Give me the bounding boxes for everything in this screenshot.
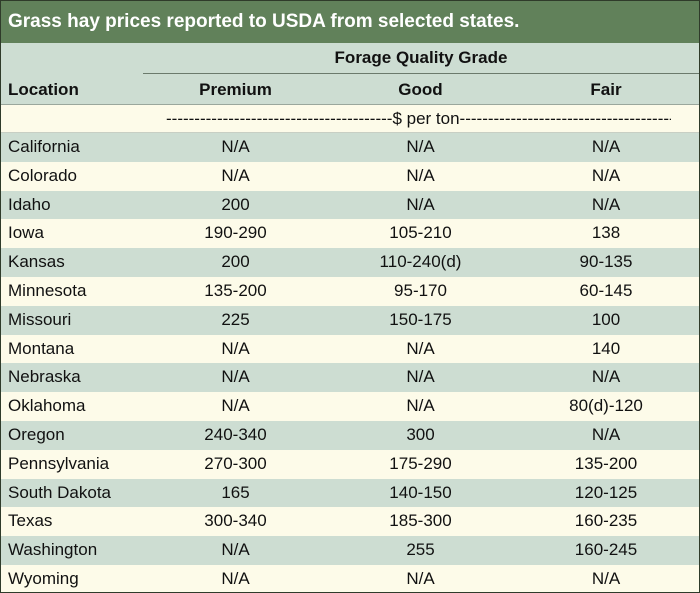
location-cell: Colorado <box>8 165 77 185</box>
fair-cell: 60-145 <box>579 280 633 300</box>
fair-cell: 120-125 <box>574 482 638 502</box>
good-cell: N/A <box>406 367 435 387</box>
table-row: Texas 300-340 185-300 160-235 <box>1 507 699 537</box>
good-cell: 175-290 <box>389 453 452 473</box>
fair-cell: 138 <box>591 223 621 243</box>
table-row: Montana N/A N/A 140 <box>1 334 699 364</box>
table-row: Colorado N/A N/A N/A <box>1 161 699 191</box>
table-row: Oregon 240-340 300 N/A <box>1 420 699 450</box>
premium-cell: 300-340 <box>204 511 267 531</box>
location-cell: Kansas <box>8 252 65 272</box>
fair-cell: 80(d)-120 <box>569 396 643 416</box>
premium-cell: N/A <box>221 165 250 185</box>
location-cell: Nebraska <box>8 367 81 387</box>
good-cell: N/A <box>406 165 435 185</box>
good-cell: 95-170 <box>394 280 447 300</box>
units-row: ----------------------------------------… <box>1 105 699 133</box>
table-row: Missouri 225 150-175 100 <box>1 305 699 335</box>
location-cell: Missouri <box>8 309 72 329</box>
good-cell: N/A <box>406 568 435 588</box>
premium-cell: 200 <box>221 252 250 272</box>
good-cell: N/A <box>406 338 435 358</box>
premium-cell: N/A <box>221 540 250 560</box>
location-cell: South Dakota <box>8 482 112 502</box>
location-column-header: Location <box>8 80 79 99</box>
good-cell: N/A <box>406 194 435 214</box>
premium-cell: 240-340 <box>204 424 267 444</box>
table-row: Nebraska N/A N/A N/A <box>1 363 699 393</box>
good-column-header: Good <box>398 80 443 99</box>
grade-group-header: Forage Quality Grade <box>334 48 508 67</box>
location-cell: Pennsylvania <box>8 453 110 473</box>
fair-cell: N/A <box>591 367 621 387</box>
location-cell: Wyoming <box>8 568 79 588</box>
location-cell: California <box>8 137 80 156</box>
location-cell: Oklahoma <box>8 396 86 416</box>
premium-cell: N/A <box>221 338 250 358</box>
table-body: California N/A N/A N/A Colorado N/A N/A N/A Idah… <box>1 133 699 592</box>
table-row: Pennsylvania 270-300 175-290 135-200 <box>1 449 699 479</box>
fair-cell: N/A <box>591 568 621 588</box>
fair-cell: 160-245 <box>574 540 638 560</box>
good-cell: 110-240(d) <box>379 252 462 272</box>
premium-cell: 200 <box>221 194 250 214</box>
good-cell: 185-300 <box>389 511 452 531</box>
fair-cell: 100 <box>591 309 621 329</box>
fair-cell: 160-235 <box>574 511 638 531</box>
fair-column-header: Fair <box>590 80 622 99</box>
location-cell: Minnesota <box>8 280 87 300</box>
fair-cell: 135-200 <box>574 453 638 473</box>
table-row: Wyoming N/A N/A N/A <box>1 564 699 592</box>
table-header: Forage Quality Grade Location Premium Go… <box>1 43 699 105</box>
good-cell: N/A <box>406 137 435 156</box>
location-cell: Oregon <box>8 424 65 444</box>
good-cell: 300 <box>406 424 435 444</box>
table-row: Iowa 190-290 105-210 138 <box>1 219 699 249</box>
grade-header-rule <box>143 73 699 74</box>
location-cell: Washington <box>8 540 98 560</box>
units-label: ----------------------------------------… <box>166 109 671 128</box>
location-cell: Iowa <box>8 223 44 243</box>
table-title: Grass hay prices reported to USDA from s… <box>1 1 699 43</box>
fair-cell: N/A <box>591 165 621 185</box>
good-cell: 140-150 <box>389 482 452 502</box>
good-cell: 150-175 <box>389 309 452 329</box>
good-cell: N/A <box>406 396 435 416</box>
premium-cell: N/A <box>221 568 250 588</box>
premium-column-header: Premium <box>199 80 272 99</box>
table-row: Idaho 200 N/A N/A <box>1 190 699 220</box>
fair-cell: N/A <box>591 424 621 444</box>
good-cell: 255 <box>406 540 435 560</box>
table-row: Kansas 200 110-240(d) 90-135 <box>1 248 699 277</box>
table-row: California N/A N/A N/A <box>1 133 699 162</box>
table-row: Minnesota 135-200 95-170 60-145 <box>1 276 699 306</box>
location-cell: Idaho <box>8 194 51 214</box>
table-row: Oklahoma N/A N/A 80(d)-120 <box>1 392 699 421</box>
location-cell: Texas <box>8 511 53 531</box>
table-row: South Dakota 165 140-150 120-125 <box>1 478 699 508</box>
premium-cell: N/A <box>221 137 250 156</box>
fair-cell: 140 <box>591 338 621 358</box>
fair-cell: N/A <box>591 137 621 156</box>
premium-cell: 135-200 <box>204 280 267 300</box>
premium-cell: 190-290 <box>204 223 267 243</box>
fair-cell: 90-135 <box>579 252 633 272</box>
fair-cell: N/A <box>591 194 621 214</box>
premium-cell: 165 <box>221 482 250 502</box>
table-row: Washington N/A 255 160-245 <box>1 536 699 565</box>
premium-cell: N/A <box>221 367 250 387</box>
location-cell: Montana <box>8 338 75 358</box>
good-cell: 105-210 <box>389 223 452 243</box>
premium-cell: 225 <box>221 309 250 329</box>
premium-cell: 270-300 <box>204 453 267 473</box>
premium-cell: N/A <box>221 396 250 416</box>
